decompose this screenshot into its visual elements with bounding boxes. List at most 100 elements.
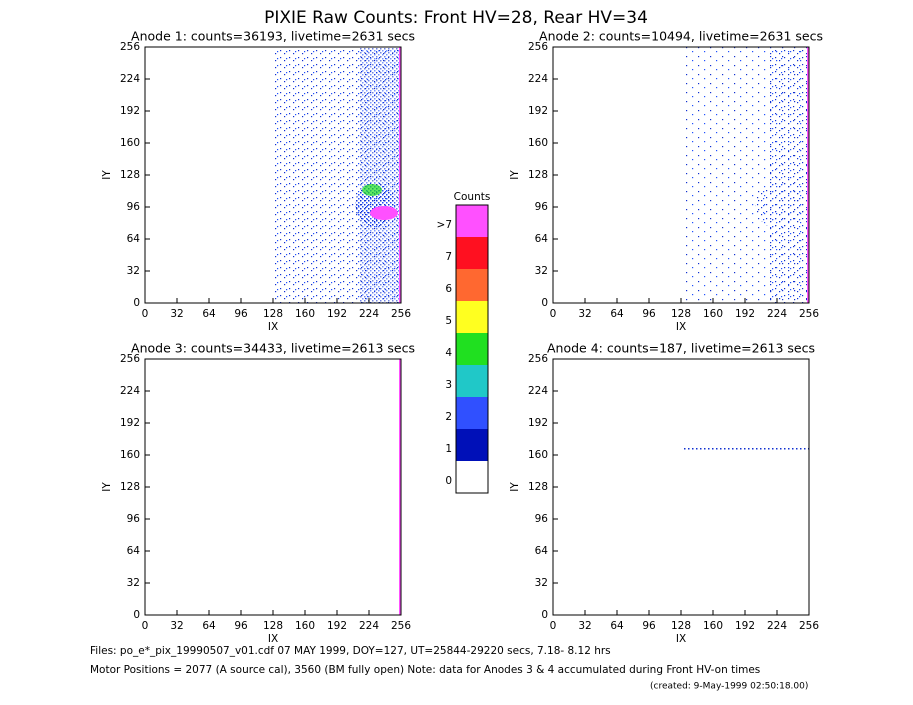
x-tick-label: 32 <box>170 308 183 320</box>
x-tick-label: 256 <box>391 620 411 632</box>
x-tick-label: 192 <box>327 308 347 320</box>
x-tick-label: 0 <box>550 308 557 320</box>
y-tick-label: 0 <box>541 609 548 621</box>
footer: Files: po_e*_pix_19990507_v01.cdf 07 MAY… <box>90 645 611 657</box>
x-axis-label: IX <box>676 321 686 333</box>
x-tick-label: 32 <box>578 308 591 320</box>
y-tick-label: 192 <box>528 417 548 429</box>
title: PIXIE Raw Counts: Front HV=28, Rear HV=3… <box>264 8 648 28</box>
y-tick-label: 256 <box>528 41 548 53</box>
x-tick-label: 224 <box>767 308 787 320</box>
colorbar-label: 3 <box>445 379 452 391</box>
x-tick-label: 224 <box>767 620 787 632</box>
colorbar-swatch <box>456 237 488 269</box>
y-tick-label: 64 <box>127 233 141 245</box>
y-tick-label: 96 <box>127 513 141 525</box>
y-tick-label: 32 <box>127 577 140 589</box>
y-tick-label: 96 <box>535 513 549 525</box>
footer: Motor Positions = 2077 (A source cal), 3… <box>90 664 760 676</box>
colorbar-label: 4 <box>445 347 452 359</box>
y-axis-label: IY <box>509 170 521 180</box>
colorbar-swatch <box>456 269 488 301</box>
x-tick-label: 96 <box>642 620 656 632</box>
y-tick-label: 160 <box>528 449 548 461</box>
colorbar-label: 7 <box>445 251 452 263</box>
colorbar-label: 2 <box>445 411 452 423</box>
x-tick-label: 128 <box>671 308 691 320</box>
colorbar-swatch <box>456 301 488 333</box>
x-tick-label: 160 <box>295 308 315 320</box>
y-tick-label: 224 <box>528 73 548 85</box>
y-tick-label: 96 <box>535 201 549 213</box>
colorbar-swatch <box>456 333 488 365</box>
x-tick-label: 32 <box>170 620 183 632</box>
y-tick-label: 64 <box>127 545 141 557</box>
x-tick-label: 96 <box>234 620 248 632</box>
x-tick-label: 256 <box>391 308 411 320</box>
colorbar-label: >7 <box>437 219 452 231</box>
y-tick-label: 0 <box>133 609 140 621</box>
x-tick-label: 160 <box>295 620 315 632</box>
x-tick-label: 160 <box>703 308 723 320</box>
colorbar-swatch <box>456 429 488 461</box>
y-tick-label: 64 <box>535 545 549 557</box>
x-tick-label: 224 <box>359 620 379 632</box>
y-axis-label: IY <box>509 482 521 492</box>
y-tick-label: 224 <box>528 385 548 397</box>
x-axis-label: IX <box>268 633 278 645</box>
y-tick-label: 128 <box>528 169 548 181</box>
panel-title: Anode 4: counts=187, livetime=2613 secs <box>547 341 815 356</box>
colorbar-swatch <box>456 205 488 237</box>
y-tick-label: 128 <box>528 481 548 493</box>
x-tick-label: 96 <box>234 308 248 320</box>
x-tick-label: 192 <box>327 620 347 632</box>
colorbar-swatch <box>456 461 488 493</box>
panel-title: Anode 3: counts=34433, livetime=2613 sec… <box>131 341 415 356</box>
y-tick-label: 32 <box>127 265 140 277</box>
footer: (created: 9-May-1999 02:50:18.00) <box>650 682 808 692</box>
x-axis-label: IX <box>676 633 686 645</box>
y-tick-label: 0 <box>541 297 548 309</box>
x-tick-label: 64 <box>610 620 624 632</box>
y-tick-label: 0 <box>133 297 140 309</box>
colorbar-frame <box>455 204 489 494</box>
x-tick-label: 160 <box>703 620 723 632</box>
x-tick-label: 0 <box>142 308 149 320</box>
x-tick-label: 192 <box>735 620 755 632</box>
x-tick-label: 128 <box>671 620 691 632</box>
x-tick-label: 32 <box>578 620 591 632</box>
panel-title: Anode 2: counts=10494, livetime=2631 sec… <box>539 29 823 44</box>
x-axis-label: IX <box>268 321 278 333</box>
colorbar-label: 6 <box>445 283 452 295</box>
x-tick-label: 0 <box>142 620 149 632</box>
plot-frame <box>552 358 810 616</box>
x-tick-label: 64 <box>202 620 216 632</box>
y-axis-label: IY <box>101 482 113 492</box>
y-tick-label: 224 <box>120 385 140 397</box>
x-tick-label: 256 <box>799 308 819 320</box>
y-tick-label: 32 <box>535 577 548 589</box>
y-tick-label: 160 <box>120 137 140 149</box>
x-tick-label: 224 <box>359 308 379 320</box>
x-tick-label: 64 <box>610 308 624 320</box>
y-tick-label: 256 <box>120 41 140 53</box>
y-tick-label: 160 <box>120 449 140 461</box>
y-tick-label: 256 <box>528 353 548 365</box>
y-tick-label: 96 <box>127 201 141 213</box>
y-tick-label: 128 <box>120 481 140 493</box>
y-tick-label: 256 <box>120 353 140 365</box>
y-tick-label: 192 <box>120 105 140 117</box>
x-tick-label: 128 <box>263 620 283 632</box>
colorbar-label: 1 <box>445 443 452 455</box>
panel-title: Anode 1: counts=36193, livetime=2631 sec… <box>131 29 415 44</box>
y-tick-label: 224 <box>120 73 140 85</box>
y-tick-label: 32 <box>535 265 548 277</box>
y-tick-label: 160 <box>528 137 548 149</box>
y-tick-label: 64 <box>535 233 549 245</box>
y-tick-label: 192 <box>120 417 140 429</box>
y-tick-label: 128 <box>120 169 140 181</box>
x-tick-label: 128 <box>263 308 283 320</box>
x-tick-label: 192 <box>735 308 755 320</box>
plot-frame <box>144 358 402 616</box>
